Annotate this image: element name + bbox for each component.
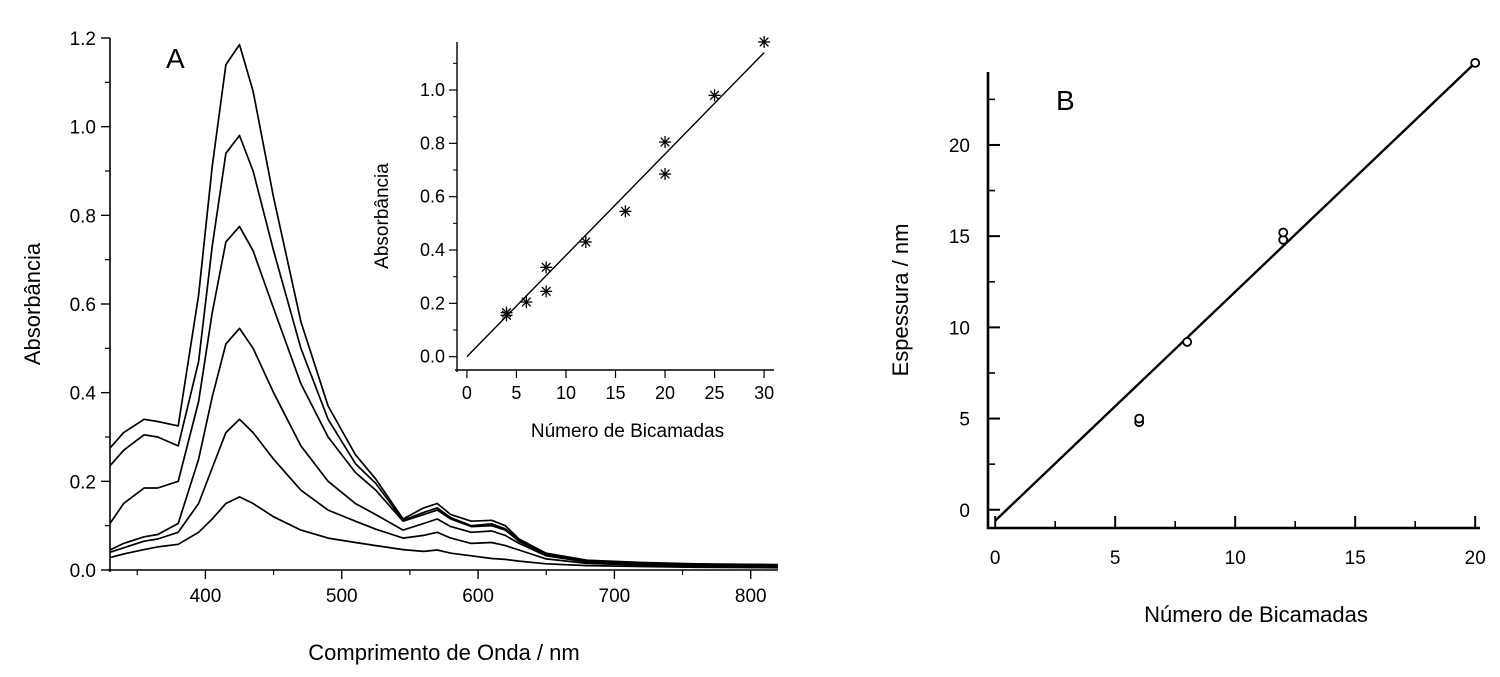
panel-a-x-axis-label: Comprimento de Onda / nm — [308, 640, 579, 665]
panel-a-series-group — [109, 43, 779, 569]
inset-data-point — [500, 309, 513, 322]
panel-a-y-tick-label: 1.0 — [70, 118, 96, 139]
inset-y-tick-label: 1.0 — [420, 80, 445, 100]
inset-x-axis-label: Número de Bicamadas — [531, 421, 724, 442]
inset-data-point — [659, 168, 672, 180]
panel-a-y-tick-label: 0.2 — [70, 472, 96, 493]
inset-x-tick-label: 10 — [556, 383, 576, 403]
panel-b-y-tick-label: 20 — [949, 136, 970, 157]
inset-data-point — [758, 36, 771, 48]
inset-data-point — [540, 261, 553, 274]
inset-marks — [466, 36, 771, 358]
inset-data-point — [708, 89, 721, 102]
panel-b-x-tick-label: 0 — [990, 548, 1001, 569]
panel-a-spectra-chart: 0.0 0.2 0.4 0.6 0.8 1.0 1.2 400 500 600 700 800 Com… — [20, 29, 779, 665]
panel-a-x-tick-label: 400 — [190, 586, 222, 607]
panel-a-y-tick-label: 0.0 — [70, 561, 96, 582]
inset-x-tick-label: 20 — [655, 383, 675, 403]
panel-a-series-line-6 — [109, 43, 779, 566]
panel-b-x-tick-label: 10 — [1225, 548, 1246, 569]
inset-y-axis-label: Absorbância — [372, 163, 393, 269]
panel-b-letter: B — [1056, 85, 1075, 116]
inset-y-tick-label: 0.6 — [420, 187, 445, 207]
panel-b-thickness-chart: 0 5 10 15 20 0 5 10 15 20 Número de Bicamadas Esp… — [888, 57, 1486, 627]
inset-data-point — [540, 285, 553, 298]
panel-a-axes: 0.0 0.2 0.4 0.6 0.8 1.0 1.2 400 500 600 700 800 — [70, 29, 778, 607]
panel-b-y-tick-label: 5 — [959, 410, 970, 431]
panel-a-y-axis-label: Absorbância — [20, 242, 45, 365]
panel-b-data-point — [1134, 413, 1145, 424]
inset-x-tick-label: 15 — [605, 383, 625, 403]
inset-point-stroke — [521, 297, 532, 307]
inset-x-tick-label: 5 — [511, 383, 521, 403]
panel-a-inset-chart: 0.0 0.2 0.4 0.6 0.8 1.0 0 5 10 15 20 25 30 Número de… — [372, 36, 774, 442]
panel-b-marks — [994, 57, 1481, 522]
inset-y-tick-label: 0.2 — [420, 293, 445, 313]
panel-a-x-tick-label: 500 — [326, 586, 358, 607]
inset-point-stroke — [759, 37, 769, 47]
panel-a-series-line-3 — [109, 327, 779, 567]
panel-a-y-tick-label: 0.8 — [70, 206, 96, 227]
panel-b-data-point — [1278, 227, 1289, 238]
panel-b-y-tick-label: 10 — [949, 318, 970, 339]
panel-a-series-line-4 — [109, 225, 779, 566]
inset-y-tick-label: 0.0 — [420, 347, 445, 367]
inset-x-tick-label: 25 — [705, 383, 725, 403]
inset-point-stroke — [709, 90, 720, 101]
panel-a-y-tick-label: 0.6 — [70, 295, 96, 316]
panel-a-y-tick-label: 0.4 — [70, 384, 97, 405]
inset-axes: 0.0 0.2 0.4 0.6 0.8 1.0 0 5 10 15 20 25 30 — [420, 42, 774, 403]
inset-point-stroke — [541, 262, 551, 273]
inset-point-stroke — [581, 237, 591, 247]
panel-b-x-tick-label: 15 — [1345, 548, 1366, 569]
panel-b-x-tick-label: 5 — [1110, 548, 1121, 569]
panel-a-series-line-1 — [109, 496, 779, 569]
inset-data-point — [619, 205, 632, 218]
inset-y-tick-label: 0.8 — [420, 133, 445, 153]
panel-b-x-axis-label: Número de Bicamadas — [1144, 602, 1368, 627]
inset-fit-line — [466, 52, 765, 358]
panel-a-letter: A — [166, 43, 185, 74]
inset-point-stroke — [660, 137, 670, 147]
inset-data-point — [520, 296, 533, 308]
inset-point-stroke — [620, 206, 631, 217]
panel-b-fit-line — [994, 62, 1477, 522]
inset-point-stroke — [541, 286, 551, 297]
panel-b-data-point — [1470, 57, 1481, 68]
inset-x-tick-label: 0 — [462, 383, 472, 403]
panel-a-x-tick-label: 700 — [599, 586, 631, 607]
panel-b-data-point — [1182, 337, 1193, 347]
panel-b-y-axis-label: Espessura / nm — [888, 224, 913, 377]
inset-y-tick-label: 0.4 — [420, 240, 445, 260]
inset-point-stroke — [660, 169, 670, 179]
panel-b-y-tick-label: 15 — [949, 227, 970, 248]
panel-a-x-tick-label: 600 — [462, 586, 494, 607]
panel-b-x-tick-label: 20 — [1465, 548, 1486, 569]
inset-point-stroke — [501, 310, 512, 321]
panel-b-axes: 0 5 10 15 20 0 5 10 15 20 — [949, 72, 1486, 569]
panel-a-series-line-2 — [109, 418, 779, 568]
inset-data-point — [659, 136, 672, 148]
panel-a-x-tick-label: 800 — [735, 586, 767, 607]
panel-b-y-tick-label: 0 — [959, 501, 970, 522]
inset-x-tick-label: 30 — [754, 383, 774, 403]
panel-a-y-tick-label: 1.2 — [70, 29, 96, 50]
inset-data-point — [579, 236, 592, 248]
